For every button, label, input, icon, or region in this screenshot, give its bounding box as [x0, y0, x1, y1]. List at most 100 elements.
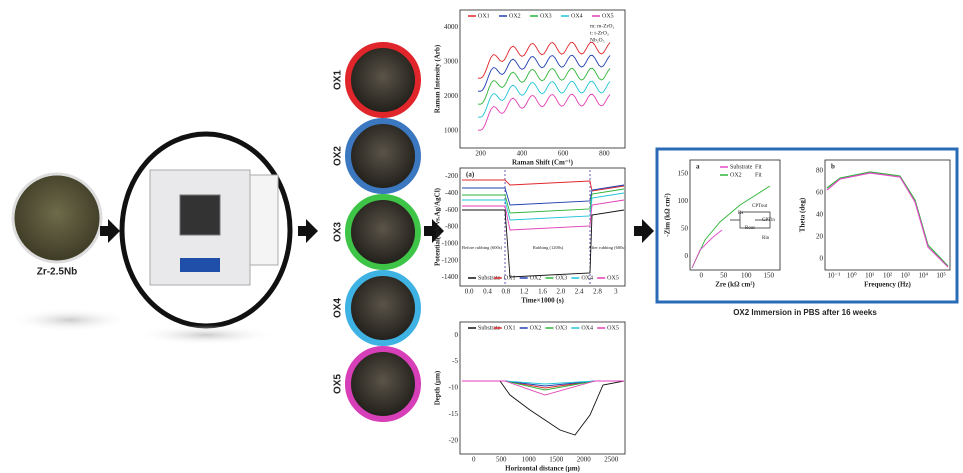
x-tick-label: 10⁻¹ — [828, 272, 841, 280]
sample-label: OX4 — [333, 298, 344, 318]
phase-annotation: Rubbing (1200s) — [533, 245, 564, 250]
x-tick-label: 0 — [700, 272, 704, 280]
y-tick-label: 50 — [681, 224, 689, 232]
x-tick-label: 150 — [764, 272, 775, 280]
y-axis-label: Potential(mV vs.Ag/AgCl) — [434, 187, 442, 266]
x-tick-label: 2000 — [577, 456, 592, 464]
curve — [462, 193, 624, 220]
x-tick-label: 10³ — [901, 272, 910, 280]
x-axis-label: Horizontal distance (μm) — [505, 465, 580, 473]
x-tick-label: 2.4 — [575, 288, 584, 296]
oxidized-disk — [348, 121, 418, 191]
curve — [478, 94, 610, 130]
legend-label: OX4 — [581, 325, 593, 331]
oxidized-disk — [348, 273, 418, 343]
legend-label: OX2 — [530, 325, 542, 331]
x-tick-label: 2500 — [604, 456, 619, 464]
sample-disk — [13, 174, 101, 262]
x-tick-label: 3 — [614, 288, 618, 296]
y-tick-label: 20 — [816, 233, 824, 241]
x-tick-label: 0.0 — [465, 288, 474, 296]
panel-label: (a) — [466, 171, 475, 179]
legend-label: OX5 — [607, 325, 619, 331]
x-tick-label: 10¹ — [865, 272, 874, 280]
x-tick-label: 2.0 — [556, 288, 565, 296]
legend-label: OX1 — [504, 325, 516, 331]
oxidized-disk — [348, 349, 418, 419]
curve — [462, 210, 624, 277]
curve — [478, 42, 610, 78]
y-tick-label: 0 — [455, 331, 459, 339]
curve — [462, 180, 624, 191]
immersion-caption: OX2 Immersion in PBS after 16 weeks — [733, 308, 877, 317]
x-tick-label: 50 — [720, 272, 728, 280]
x-tick-label: 10⁴ — [918, 272, 928, 280]
y-tick-label: -10 — [449, 384, 459, 392]
curve — [478, 55, 610, 91]
y-tick-label: 4000 — [444, 23, 459, 31]
x-axis-label: Zre (kΩ cm²) — [715, 281, 755, 289]
y-tick-label: -400 — [445, 189, 458, 197]
x-axis-label: Frequency (Hz) — [864, 281, 911, 289]
y-tick-label: 3000 — [444, 57, 459, 65]
sample-label: OX3 — [333, 222, 344, 242]
graphical-abstract: Zr-2.5Nb OX2 Immersion in PBS after 16 w… — [0, 0, 963, 473]
y-tick-label: -1200 — [442, 256, 459, 264]
x-axis-label: Time×1000 (s) — [521, 297, 564, 305]
oxidized-disk — [348, 45, 418, 115]
x-tick-label: 2.8 — [593, 288, 602, 296]
sample-label: OX5 — [333, 374, 344, 394]
arrow — [100, 219, 120, 243]
y-tick-label: -200 — [445, 172, 458, 180]
phase-annotation: Before rubbing (600s) — [462, 245, 502, 250]
x-tick-label: 1.6 — [538, 288, 547, 296]
oxidized-disk — [348, 197, 418, 267]
y-tick-label: 0 — [685, 252, 689, 260]
y-axis-label: Raman Intensity (Arb) — [434, 44, 442, 113]
shadow — [136, 325, 276, 345]
phase-annotation: After rubbing (600s) — [588, 245, 626, 250]
legend-label: OX4 — [571, 13, 583, 19]
sample-label: OX1 — [333, 70, 344, 90]
x-axis-label: Raman Shift (Cm⁻¹) — [512, 159, 574, 167]
fit-label: Fit — [755, 164, 762, 170]
curve — [478, 68, 610, 104]
y-tick-label: 150 — [678, 169, 689, 177]
plot-frame — [460, 168, 625, 286]
circuit-label: CPTout — [752, 204, 768, 209]
x-tick-label: 500 — [496, 456, 507, 464]
legend-label: OX1 — [478, 13, 490, 19]
y-tick-label: 100 — [678, 197, 689, 205]
legend-label: Substrate — [730, 164, 753, 170]
y-tick-label: 0 — [820, 255, 824, 263]
fit-label: Fit — [755, 172, 762, 178]
y-tick-label: 2000 — [444, 92, 459, 100]
curve — [462, 189, 624, 213]
y-tick-label: -1400 — [442, 273, 459, 281]
y-axis-label: -Zim (kΩ cm²) — [664, 193, 672, 237]
legend-label: OX3 — [540, 13, 552, 19]
y-tick-label: 80 — [816, 167, 824, 175]
y-tick-label: -15 — [449, 410, 459, 418]
sample-label: Zr-2.5Nb — [37, 267, 78, 278]
curve — [462, 381, 624, 388]
furnace-door — [250, 175, 278, 265]
x-tick-label: 100 — [741, 272, 752, 280]
x-tick-label: 1.2 — [520, 288, 529, 296]
x-tick-label: 0.4 — [483, 288, 492, 296]
x-tick-label: 10² — [883, 272, 892, 280]
x-tick-label: 800 — [599, 150, 610, 158]
y-tick-label: 60 — [816, 189, 824, 197]
control-panel — [180, 258, 220, 272]
phase-legend: m: m-ZrO₂ — [590, 23, 614, 29]
y-axis-label: Theta (deg) — [799, 197, 807, 232]
x-tick-label: 10⁵ — [936, 272, 946, 280]
curve — [462, 200, 624, 230]
x-tick-label: 0 — [472, 456, 476, 464]
x-tick-label: 200 — [475, 150, 486, 158]
furnace-chamber — [180, 195, 220, 235]
phase-legend: t: t-ZrO₂ — [590, 30, 609, 36]
arrow — [298, 219, 318, 243]
y-tick-label: -800 — [445, 223, 458, 231]
x-tick-label: 1500 — [549, 456, 564, 464]
